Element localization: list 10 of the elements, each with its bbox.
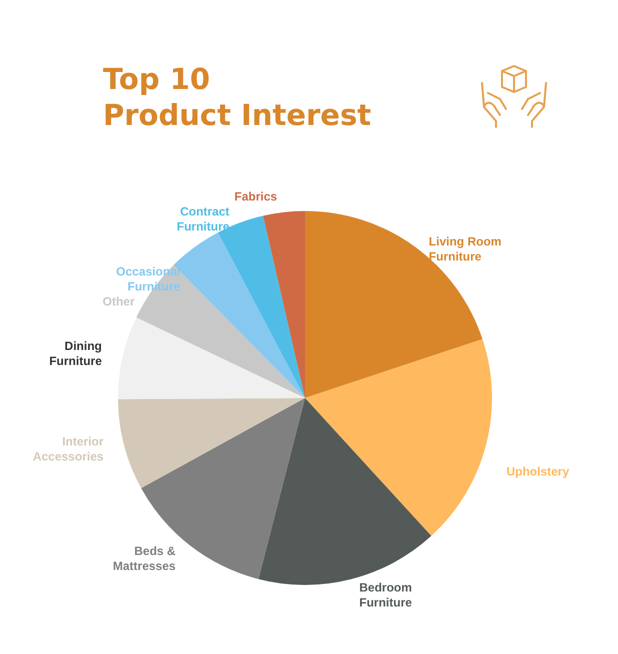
slice-label: Dining Furniture bbox=[49, 339, 102, 368]
slice-label: Fabrics bbox=[234, 189, 278, 204]
slice-label: Interior Accessories bbox=[32, 434, 104, 464]
slice-label: Living Room Furniture bbox=[428, 234, 502, 264]
slice-label: Upholstery bbox=[506, 464, 570, 479]
slice-label: Bedroom Furniture bbox=[359, 580, 412, 610]
slice-label: Contract Furniture bbox=[176, 204, 230, 234]
slice-label: Beds & Mattresses bbox=[112, 544, 176, 573]
chart-title: Top 10 Product Interest bbox=[103, 62, 372, 132]
slice-label: Occasional Furniture bbox=[116, 264, 180, 294]
